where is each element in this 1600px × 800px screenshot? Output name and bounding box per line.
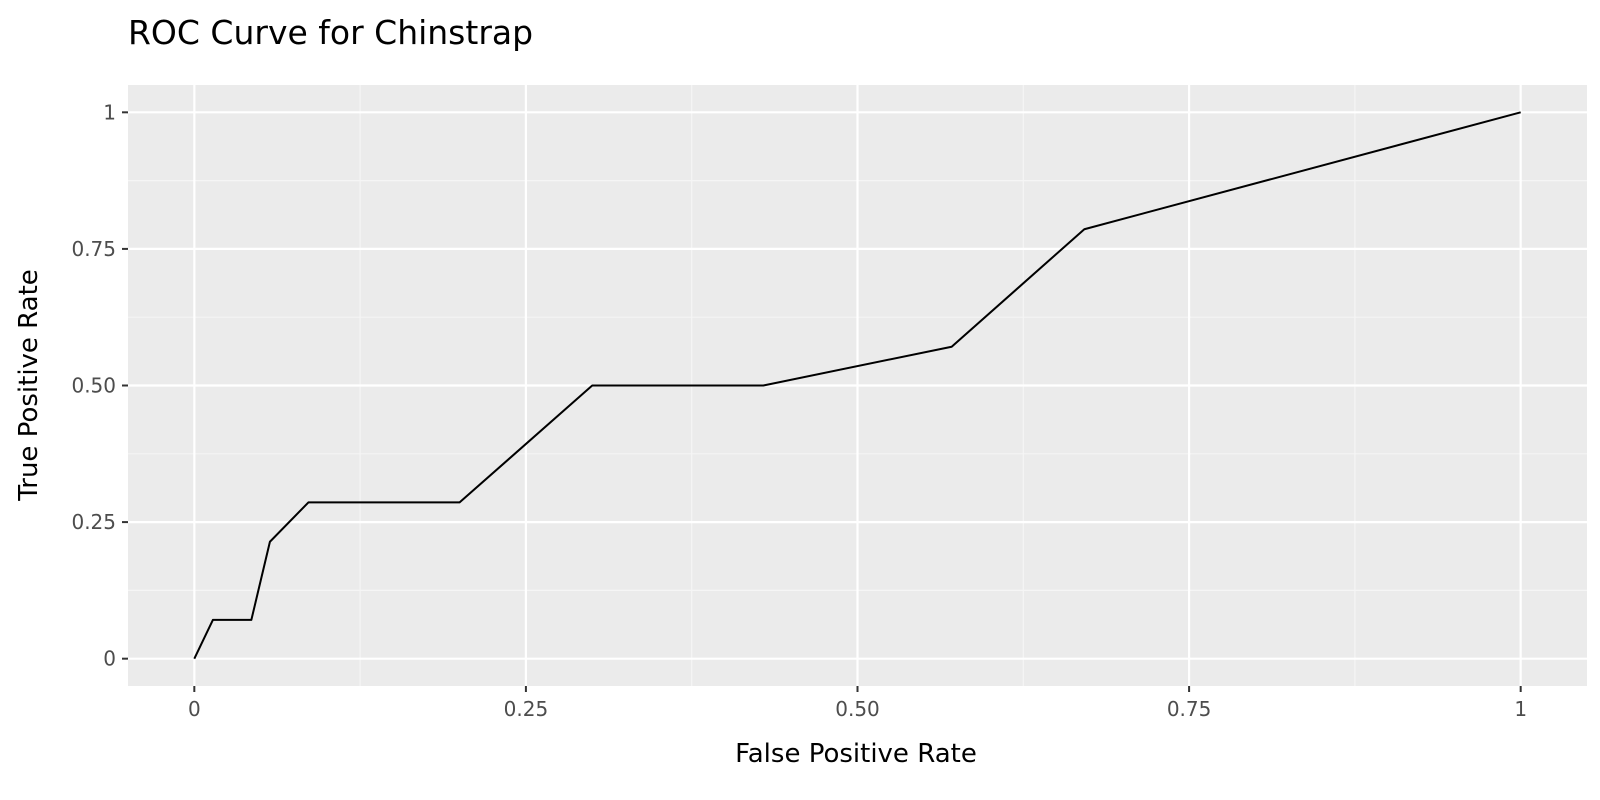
y-axis-title: True Positive Rate xyxy=(14,269,44,502)
x-tick-label: 1 xyxy=(1514,697,1527,721)
x-tick-label: 0 xyxy=(188,697,201,721)
y-axis: 0 0.25 0.50 0.75 1 xyxy=(71,100,128,671)
x-axis: 0 0.25 0.50 0.75 1 xyxy=(188,686,1527,721)
y-tick-label: 0.25 xyxy=(71,510,116,534)
x-tick-label: 0.50 xyxy=(835,697,880,721)
x-tick-label: 0.75 xyxy=(1167,697,1212,721)
major-gridlines xyxy=(128,85,1587,686)
x-tick-label: 0.25 xyxy=(504,697,549,721)
roc-curve-line xyxy=(193,111,1521,660)
y-tick-label: 1 xyxy=(103,100,116,124)
series-layer xyxy=(193,111,1521,660)
x-axis-title: False Positive Rate xyxy=(735,739,977,769)
y-tick-label: 0.75 xyxy=(71,237,116,261)
chart-title: ROC Curve for Chinstrap xyxy=(128,13,533,52)
y-tick-label: 0.50 xyxy=(71,374,116,398)
y-tick-label: 0 xyxy=(103,647,116,671)
